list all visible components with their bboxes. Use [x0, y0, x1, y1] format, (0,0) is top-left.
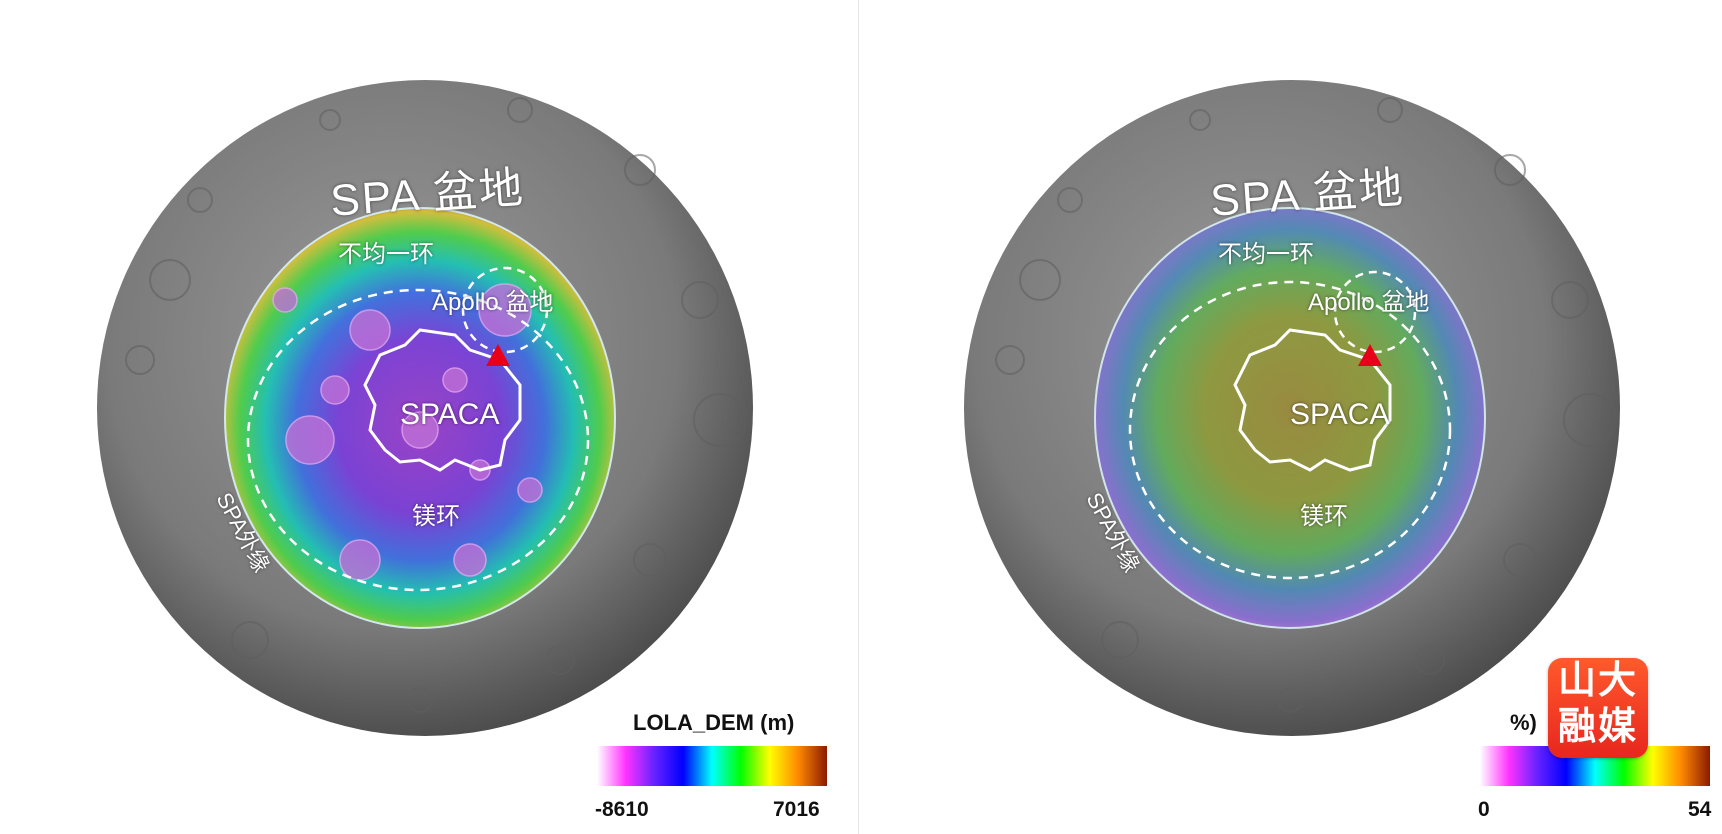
- colorbar-title: %): [1510, 710, 1537, 735]
- heterogeneous-ring-label: 不均一环: [338, 241, 434, 268]
- landing-site-marker: [486, 344, 510, 366]
- landing-site-marker: [1358, 344, 1382, 366]
- composition-map: [964, 80, 1620, 736]
- mg-ring-outline: [246, 288, 590, 592]
- crater-texture: [125, 97, 747, 713]
- dem-crater-texture: [272, 283, 543, 581]
- crater-texture: [995, 97, 1617, 713]
- colorbar-min-label: 0: [1478, 798, 1490, 821]
- colorbar-gradient: [597, 746, 827, 786]
- spaca-outline: [1233, 328, 1392, 472]
- media-logo: 山大 融媒: [1548, 658, 1648, 758]
- spa-basin-label: SPA 盆地: [1208, 163, 1407, 226]
- panel-divider: [858, 0, 859, 834]
- mg-ring-outline: [1128, 280, 1452, 580]
- logo-line-1: 山大: [1557, 660, 1638, 702]
- dem-map-panel: SPA 盆地 不均一环 Apollo 盆地 SPACA 镁环 SPA外缘 LOL…: [0, 0, 850, 834]
- colorbar-max-label: 7016: [773, 798, 820, 821]
- dem-map: [97, 80, 753, 736]
- colorbar-min-label: -8610: [595, 798, 649, 821]
- spa-basin-label: SPA 盆地: [328, 163, 527, 226]
- apollo-basin-outline: [461, 266, 549, 354]
- mg-ring-label: 镁环: [412, 503, 460, 530]
- colorbar-max-label: 54: [1688, 798, 1712, 821]
- spaca-label: SPACA: [400, 398, 500, 431]
- mg-ring-label: 镁环: [1300, 503, 1348, 530]
- spaca-label: SPACA: [1290, 398, 1390, 431]
- apollo-basin-label: Apollo 盆地: [1308, 289, 1430, 316]
- logo-line-2: 融媒: [1557, 706, 1638, 748]
- colorbar-title: LOLA_DEM (m): [633, 710, 795, 735]
- spaca-outline: [363, 328, 522, 472]
- heterogeneous-ring-label: 不均一环: [1218, 241, 1314, 268]
- apollo-basin-label: Apollo 盆地: [432, 289, 554, 316]
- spa-basin-composition-overlay: [1094, 207, 1486, 629]
